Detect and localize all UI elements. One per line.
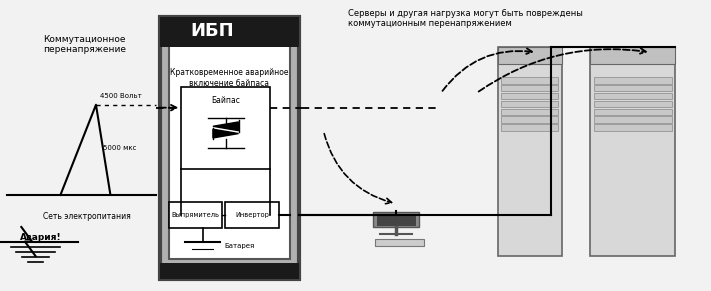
FancyBboxPatch shape bbox=[225, 202, 279, 228]
FancyBboxPatch shape bbox=[594, 85, 672, 91]
FancyBboxPatch shape bbox=[594, 116, 672, 123]
FancyBboxPatch shape bbox=[501, 93, 558, 99]
Text: ИБП: ИБП bbox=[191, 22, 235, 40]
FancyBboxPatch shape bbox=[501, 77, 558, 84]
Text: 4500 Вольт: 4500 Вольт bbox=[100, 93, 141, 99]
Text: Коммутационное
перенапряжение: Коммутационное перенапряжение bbox=[43, 35, 126, 54]
FancyBboxPatch shape bbox=[501, 85, 558, 91]
Text: Батарея: Батарея bbox=[224, 243, 255, 249]
Text: Инвертор: Инвертор bbox=[235, 212, 269, 218]
Polygon shape bbox=[213, 129, 239, 138]
FancyBboxPatch shape bbox=[501, 109, 558, 115]
Text: 5000 мкс: 5000 мкс bbox=[103, 146, 137, 151]
FancyBboxPatch shape bbox=[169, 32, 290, 259]
FancyBboxPatch shape bbox=[160, 17, 299, 47]
FancyBboxPatch shape bbox=[590, 47, 675, 256]
FancyBboxPatch shape bbox=[169, 202, 222, 228]
Polygon shape bbox=[213, 122, 239, 131]
FancyBboxPatch shape bbox=[375, 239, 424, 246]
FancyBboxPatch shape bbox=[498, 47, 562, 64]
Text: Выпрямитель: Выпрямитель bbox=[171, 212, 219, 218]
Text: Серверы и другая нагрузка могут быть повреждены
коммутационным перенапряжением: Серверы и другая нагрузка могут быть пов… bbox=[348, 9, 583, 28]
FancyBboxPatch shape bbox=[160, 17, 299, 279]
FancyBboxPatch shape bbox=[594, 93, 672, 99]
FancyBboxPatch shape bbox=[498, 47, 562, 256]
FancyBboxPatch shape bbox=[373, 212, 419, 227]
FancyBboxPatch shape bbox=[594, 109, 672, 115]
FancyBboxPatch shape bbox=[594, 101, 672, 107]
FancyBboxPatch shape bbox=[377, 216, 416, 226]
FancyBboxPatch shape bbox=[590, 47, 675, 64]
Text: Байпас: Байпас bbox=[211, 96, 240, 105]
FancyBboxPatch shape bbox=[594, 124, 672, 131]
FancyBboxPatch shape bbox=[160, 263, 299, 279]
Text: Сеть электропитания: Сеть электропитания bbox=[43, 212, 130, 221]
FancyBboxPatch shape bbox=[181, 87, 270, 169]
FancyBboxPatch shape bbox=[501, 101, 558, 107]
FancyBboxPatch shape bbox=[501, 124, 558, 131]
Text: Авария!: Авария! bbox=[20, 233, 62, 242]
FancyBboxPatch shape bbox=[594, 77, 672, 84]
FancyBboxPatch shape bbox=[501, 116, 558, 123]
Text: Кратковременное аварийное
включение байпаса: Кратковременное аварийное включение байп… bbox=[170, 68, 289, 88]
